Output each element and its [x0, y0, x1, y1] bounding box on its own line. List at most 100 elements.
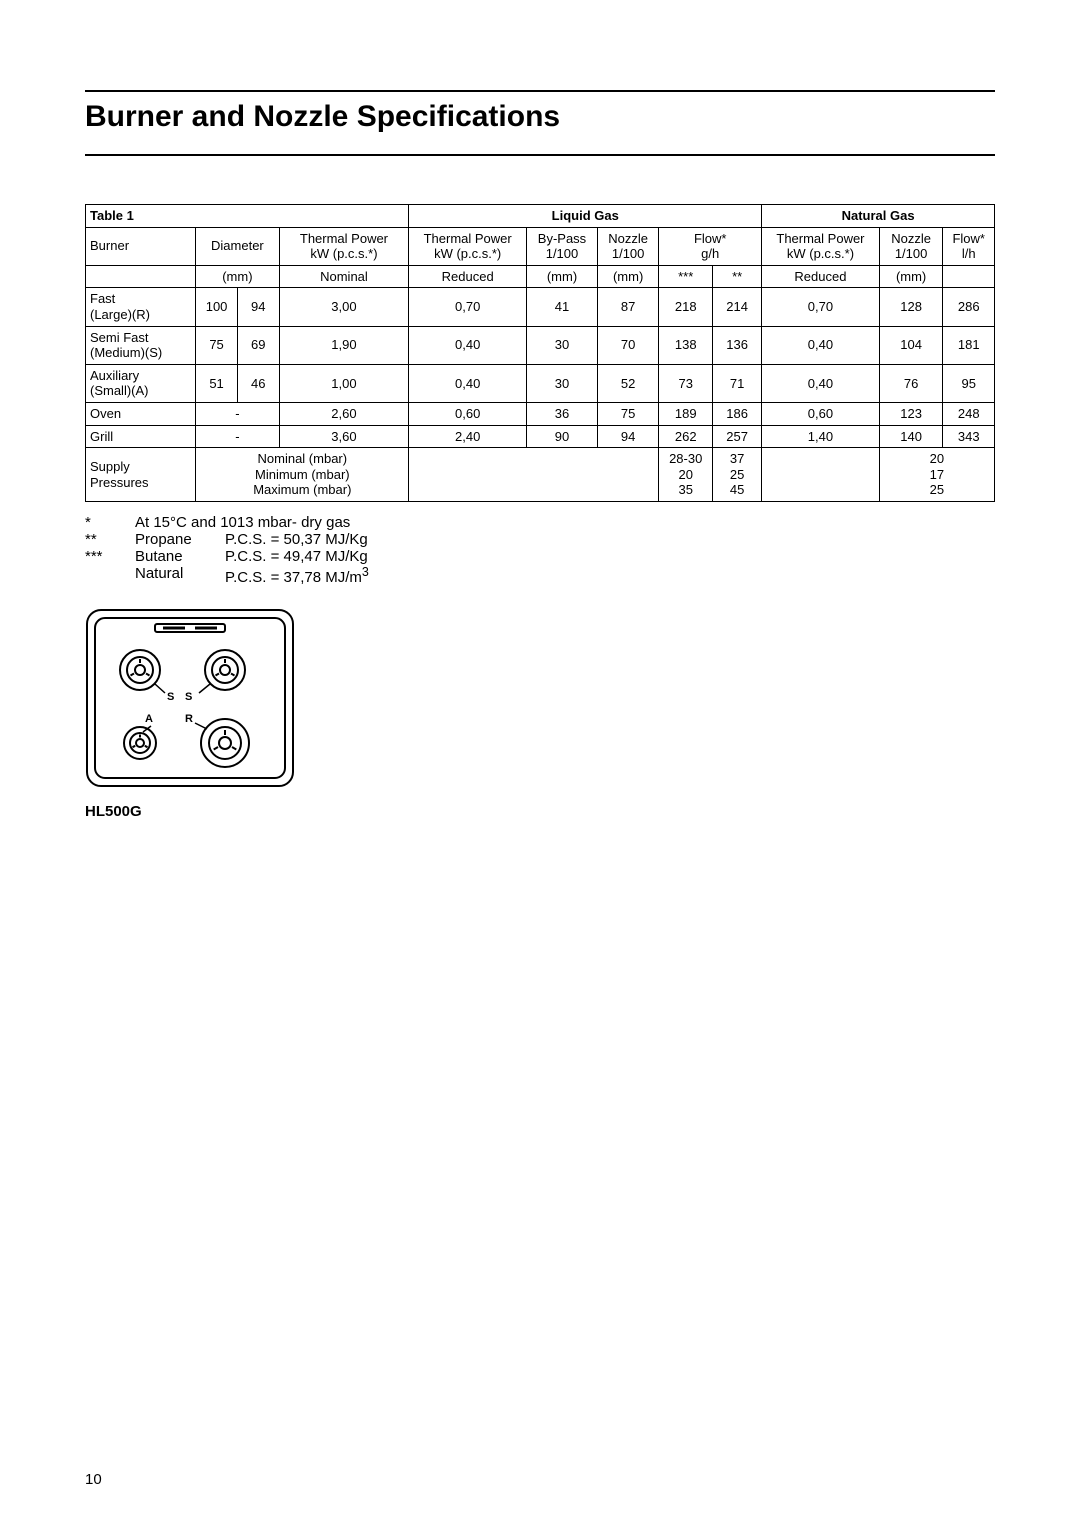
row-name: Fast(Large)(R) — [86, 288, 196, 326]
row-tpnom: 2,60 — [279, 402, 409, 425]
bp-l1: By-Pass — [538, 231, 586, 246]
hob-icon: S S A R — [85, 608, 295, 788]
nz-l2: 1/100 — [612, 246, 645, 261]
row-d1: 100 — [196, 288, 238, 326]
col-burner: Burner — [86, 227, 196, 265]
row-d2: 46 — [237, 364, 279, 402]
note-4: Natural P.C.S. = 37,78 MJ/m3 — [85, 565, 995, 586]
tp-red-l1: Thermal Power — [424, 231, 512, 246]
row-nozzle: 87 — [598, 288, 659, 326]
u-mm3: (mm) — [598, 265, 659, 288]
u-mm1: (mm) — [196, 265, 279, 288]
col-bypass: By-Pass 1/100 — [526, 227, 597, 265]
u-nom: Nominal — [279, 265, 409, 288]
sup-nom: Nominal (mbar) — [258, 451, 348, 466]
spec-table: Table 1 Liquid Gas Natural Gas Burner Di… — [85, 204, 995, 502]
row-nozzle: 52 — [598, 364, 659, 402]
note-2: ** Propane P.C.S. = 50,37 MJ/Kg — [85, 531, 995, 548]
col-flow-l: Flow* g/h — [659, 227, 762, 265]
row-flow2: 214 — [713, 288, 762, 326]
row-nat-nz: 128 — [879, 288, 943, 326]
col-tp-nat: Thermal Power kW (p.c.s.*) — [762, 227, 880, 265]
note-1: * At 15°C and 1013 mbar- dry gas — [85, 514, 995, 531]
supply-nat-blank — [762, 448, 880, 502]
hob-diagram: S S A R HL500G — [85, 608, 995, 820]
natural-header: Natural Gas — [762, 205, 995, 228]
snv1: 20 — [930, 451, 944, 466]
n2-val: P.C.S. = 50,37 MJ/Kg — [225, 531, 368, 548]
n3-val: P.C.S. = 49,47 MJ/Kg — [225, 548, 368, 565]
row-nat-tp: 0,70 — [762, 288, 880, 326]
nat-tp-l2: kW (p.c.s.*) — [787, 246, 854, 261]
nat-tp-l1: Thermal Power — [776, 231, 864, 246]
u-blank2 — [943, 265, 995, 288]
sl2v1: 37 — [730, 451, 744, 466]
row-flow1: 73 — [659, 364, 713, 402]
supply-row: Supply Pressures Nominal (mbar) Minimum … — [86, 448, 995, 502]
row-nat-tp: 0,60 — [762, 402, 880, 425]
sup-max: Maximum (mbar) — [253, 482, 351, 497]
row-nat-nz: 123 — [879, 402, 943, 425]
flow-l2g: g/h — [701, 246, 719, 261]
row-tpnom: 3,00 — [279, 288, 409, 326]
u-mm2: (mm) — [526, 265, 597, 288]
n2-name: Propane — [135, 531, 225, 548]
page-title: Burner and Nozzle Specifications — [85, 90, 995, 156]
sl1v2: 20 — [678, 467, 692, 482]
row-tpred: 0,60 — [409, 402, 527, 425]
row-tpnom: 1,90 — [279, 326, 409, 364]
table-row: Semi Fast(Medium)(S)75691,900,4030701381… — [86, 326, 995, 364]
col-tp-nom: Thermal Power kW (p.c.s.*) — [279, 227, 409, 265]
row-nat-nz: 140 — [879, 425, 943, 448]
bp-l2: 1/100 — [546, 246, 579, 261]
page: Burner and Nozzle Specifications Table 1… — [0, 0, 1080, 1528]
u-red2: Reduced — [762, 265, 880, 288]
n4-val: P.C.S. = 37,78 MJ/m3 — [225, 565, 369, 586]
row-bypass: 36 — [526, 402, 597, 425]
row-d1: 75 — [196, 326, 238, 364]
n4-sym — [85, 565, 135, 586]
supply-liq-blank — [409, 448, 659, 502]
nat-nz-l2: 1/100 — [895, 246, 928, 261]
nz-l1: Nozzle — [608, 231, 648, 246]
sup-min: Minimum (mbar) — [255, 467, 350, 482]
tp-nom-l1: Thermal Power — [300, 231, 388, 246]
n4-sup: 3 — [362, 565, 369, 579]
row-bypass: 41 — [526, 288, 597, 326]
row-name: Oven — [86, 402, 196, 425]
row-bypass: 30 — [526, 326, 597, 364]
row-flow2: 136 — [713, 326, 762, 364]
row-name: Auxiliary(Small)(A) — [86, 364, 196, 402]
n4-name: Natural — [135, 565, 225, 586]
sl2v2: 25 — [730, 467, 744, 482]
row-tpred: 0,70 — [409, 288, 527, 326]
row-tpred: 0,40 — [409, 364, 527, 402]
u-s3: *** — [659, 265, 713, 288]
snv3: 25 — [930, 482, 944, 497]
hob-r-label: R — [185, 713, 193, 725]
row-flow1: 262 — [659, 425, 713, 448]
col-nozzle-l: Nozzle 1/100 — [598, 227, 659, 265]
supply-l1: Supply — [90, 459, 130, 474]
row-tpnom: 3,60 — [279, 425, 409, 448]
row-dia: - — [196, 425, 279, 448]
snv2: 17 — [930, 467, 944, 482]
nat-flow-l2: l/h — [962, 246, 976, 261]
col-nozzle-n: Nozzle 1/100 — [879, 227, 943, 265]
row-nozzle: 94 — [598, 425, 659, 448]
table-row: Auxiliary(Small)(A)51461,000,40305273710… — [86, 364, 995, 402]
u-red: Reduced — [409, 265, 527, 288]
table-row: Grill-3,602,4090942622571,40140343 — [86, 425, 995, 448]
table-label: Table 1 — [86, 205, 409, 228]
row-nozzle: 75 — [598, 402, 659, 425]
note-3: *** Butane P.C.S. = 49,47 MJ/Kg — [85, 548, 995, 565]
row-nat-tp: 0,40 — [762, 364, 880, 402]
row-flow1: 138 — [659, 326, 713, 364]
n4-pre: P.C.S. = 37,78 MJ/m — [225, 569, 362, 586]
row-d1: 51 — [196, 364, 238, 402]
table-row: Fast(Large)(R)100943,000,7041872182140,7… — [86, 288, 995, 326]
n2-sym: ** — [85, 531, 135, 548]
n1-sym: * — [85, 514, 135, 531]
row-name: Grill — [86, 425, 196, 448]
sl1v1: 28-30 — [669, 451, 702, 466]
